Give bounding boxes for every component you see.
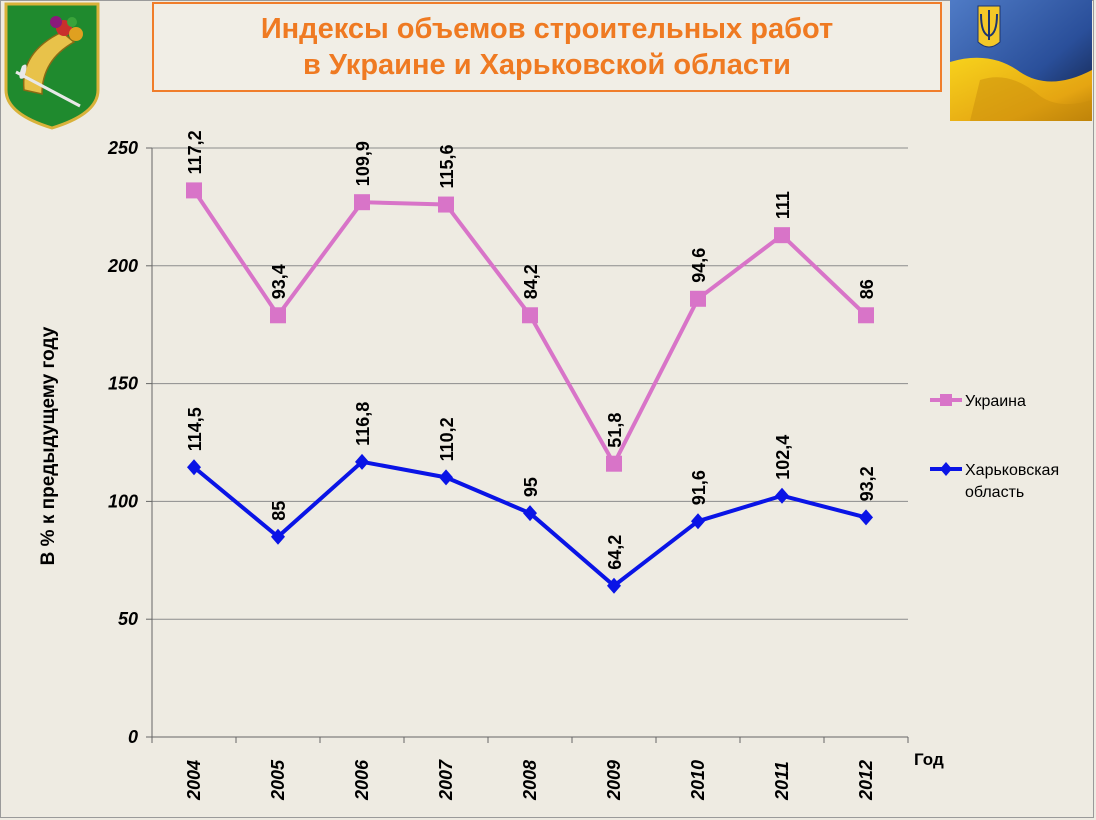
legend-marker-square [940, 394, 952, 406]
data-label: 116,8 [353, 402, 373, 446]
x-tick-label: 2012 [856, 760, 876, 801]
grid-layer [152, 147, 908, 620]
y-tick-label: 0 [128, 727, 138, 747]
x-axis-title: Год [914, 750, 944, 769]
y-tick-label: 50 [118, 609, 138, 629]
chart-title-line-1: Индексы объемов строительных работ [260, 13, 834, 45]
data-point-square [522, 307, 538, 324]
chart-title-line-2: в Украине и Харьковской области [302, 49, 792, 81]
data-label: 110,2 [437, 417, 457, 461]
data-label: 109,9 [353, 141, 373, 186]
data-point-square [354, 194, 370, 211]
x-tick-label: 2008 [520, 760, 540, 801]
data-label-layer: 117,2 93,4 109,9 115,6 84,2 51,8 94,6 111 86 114,… [185, 130, 877, 569]
data-point-square [774, 227, 790, 244]
data-label: 115,6 [437, 144, 457, 188]
axis-layer: 0 50 100 150 200 250 2004 2005 2006 2007 2008 2009 2… [107, 138, 909, 801]
data-point-diamond [187, 459, 201, 476]
kharkiv-coat-of-arms-icon [4, 2, 100, 130]
data-point-square [858, 307, 874, 324]
data-point-diamond [859, 509, 873, 526]
data-label: 64,2 [605, 535, 625, 570]
data-label: 93,4 [269, 264, 289, 299]
y-tick-label: 200 [107, 256, 138, 276]
data-point-square [270, 307, 286, 324]
legend: Украина Харьковская область [930, 393, 1059, 501]
data-point-diamond [439, 469, 453, 486]
data-point-square [606, 455, 622, 472]
data-label: 91,6 [689, 470, 709, 505]
y-tick-label: 100 [108, 491, 138, 511]
data-point-square [186, 182, 202, 199]
y-tick-label: 150 [108, 374, 138, 394]
ukraine-flag-icon [950, 0, 1092, 121]
legend-marker-diamond [940, 462, 952, 476]
x-tick-label: 2010 [688, 760, 708, 801]
data-label: 93,2 [857, 466, 877, 501]
data-point-square [438, 196, 454, 213]
legend-label: Харьковская [965, 462, 1059, 479]
data-label: 86 [857, 279, 877, 299]
data-point-diamond [355, 453, 369, 470]
data-label: 95 [521, 477, 541, 497]
legend-label: область [965, 484, 1024, 501]
title-box: Индексы объемов строительных работ в Укр… [152, 2, 942, 92]
x-tick-label: 2005 [268, 759, 288, 801]
y-axis-title: В % к предыдущему году [38, 326, 59, 565]
data-label: 94,6 [689, 248, 709, 283]
data-label: 117,2 [185, 130, 205, 174]
data-label: 51,8 [605, 413, 625, 448]
data-point-diamond [607, 577, 621, 594]
series-line-0 [192, 189, 868, 466]
x-tick-label: 2004 [184, 760, 204, 801]
data-label: 102,4 [773, 435, 793, 480]
data-label: 85 [269, 501, 289, 521]
data-point-diamond [775, 487, 789, 504]
x-tick-label: 2006 [352, 759, 372, 801]
x-tick-label: 2011 [772, 761, 792, 801]
data-label: 114,5 [185, 407, 205, 451]
data-label: 111 [773, 191, 793, 219]
y-tick-label: 250 [107, 138, 138, 158]
data-point-diamond [691, 513, 705, 530]
data-point-square [690, 290, 706, 307]
x-tick-label: 2009 [604, 760, 624, 801]
series-layer [186, 182, 874, 594]
x-tick-label: 2007 [436, 759, 456, 801]
data-point-diamond [271, 528, 285, 545]
legend-label: Украина [965, 393, 1026, 410]
data-label: 84,2 [521, 264, 541, 299]
data-point-diamond [523, 505, 537, 522]
